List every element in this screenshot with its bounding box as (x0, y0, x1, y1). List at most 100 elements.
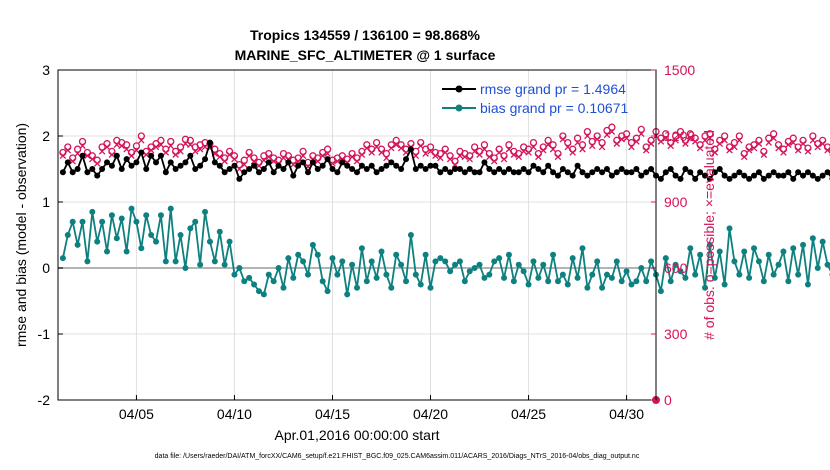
bias-point (422, 251, 429, 258)
bias-point (339, 258, 346, 265)
obs-evaluated-point (540, 147, 547, 154)
rmse-point (393, 162, 400, 169)
bias-point (368, 258, 375, 265)
rmse-point (241, 169, 248, 176)
obs-evaluated-point (422, 150, 429, 157)
obs-possible-point (176, 143, 185, 151)
bias-point (824, 261, 830, 268)
rmse-point (314, 166, 321, 172)
rmse-point (285, 159, 292, 166)
bias-point (672, 261, 679, 268)
rmse-point (334, 169, 341, 176)
left-tick-label: 1 (42, 194, 50, 210)
rmse-point (515, 169, 522, 176)
rmse-point (545, 162, 552, 169)
rmse-point (177, 162, 184, 169)
obs-evaluated-point (138, 137, 145, 144)
bias-point (471, 265, 478, 271)
bias-point (746, 274, 753, 281)
bias-point (535, 274, 542, 281)
obs-evaluated-point (172, 151, 179, 158)
obs-evaluated-point (412, 152, 420, 160)
rmse-point (594, 166, 601, 172)
bias-point (202, 208, 209, 215)
rmse-point (800, 172, 807, 179)
bias-point (579, 245, 586, 252)
bias-point (172, 258, 179, 265)
obs-evaluated-point (245, 152, 253, 160)
obs-evaluated-point (608, 128, 616, 135)
rmse-point (804, 169, 811, 176)
obs-evaluated-point (530, 143, 537, 151)
rmse-point (702, 172, 709, 179)
rmse-point (564, 169, 571, 176)
rmse-point (138, 149, 145, 156)
bias-point (393, 251, 400, 258)
bias-point (300, 258, 307, 265)
bias-point (162, 258, 169, 265)
bias-point (206, 238, 213, 245)
bias-point (550, 251, 557, 258)
bias-point (692, 271, 699, 278)
bias-point (197, 261, 204, 268)
obs-evaluated-point (593, 136, 601, 143)
left-tick-label: 2 (42, 128, 50, 144)
bias-point (118, 215, 125, 222)
bias-point (760, 278, 767, 285)
rmse-point (476, 169, 483, 176)
rmse-point (442, 166, 449, 172)
rmse-point (128, 162, 135, 169)
obs-evaluated-point (187, 141, 194, 149)
obs-evaluated-point (69, 158, 76, 165)
obs-evaluated-point (657, 138, 665, 145)
bias-point (800, 241, 807, 248)
obs-evaluated-point (392, 141, 400, 149)
bias-point (505, 251, 512, 258)
bias-point (628, 281, 635, 288)
obs-possible-point (98, 143, 106, 151)
obs-evaluated-point (642, 147, 650, 154)
obs-evaluated-point (731, 143, 738, 151)
rmse-point (432, 162, 439, 169)
obs-evaluated-point (515, 153, 523, 161)
bias-point (476, 261, 483, 268)
rmse-point (501, 169, 508, 176)
rmse-point (300, 159, 307, 166)
obs-evaluated-point (128, 152, 135, 160)
rmse-point (554, 172, 561, 179)
obs-possible-point (167, 137, 175, 146)
obs-evaluated-point (809, 137, 817, 144)
rmse-point (309, 159, 316, 166)
rmse-point (407, 146, 414, 153)
obs-possible-point (583, 127, 592, 136)
obs-evaluated-point (804, 148, 812, 155)
rmse-point (496, 166, 503, 172)
bias-point (706, 241, 713, 248)
rmse-point (662, 169, 669, 176)
rmse-point (113, 152, 120, 159)
bias-point (545, 278, 552, 285)
bias-point (785, 278, 792, 285)
bias-point (775, 261, 782, 268)
bias-point (143, 212, 150, 219)
obs-evaluated-point (368, 149, 375, 156)
obs-possible-point (299, 147, 307, 156)
bias-point (177, 232, 184, 238)
rmse-point (182, 159, 189, 166)
x-axis-label: Apr.01,2016 00:00:00 start (274, 427, 439, 443)
rmse-point (760, 175, 767, 182)
bias-point (246, 274, 253, 281)
chart-title-line2: MARINE_SFC_ALTIMETER @ 1 surface (235, 47, 496, 63)
plot-frame (57, 69, 657, 401)
bias-point (241, 278, 248, 285)
rmse-point (721, 172, 728, 179)
obs-possible-point (765, 134, 773, 142)
obs-evaluated-point (559, 136, 567, 143)
rmse-point (339, 159, 346, 166)
rmse-point (74, 166, 81, 172)
bias-point (574, 274, 581, 281)
obs-evaluated-point (711, 149, 719, 156)
bias-point (383, 271, 390, 278)
bias-point (417, 281, 424, 288)
rmse-point (349, 166, 356, 172)
